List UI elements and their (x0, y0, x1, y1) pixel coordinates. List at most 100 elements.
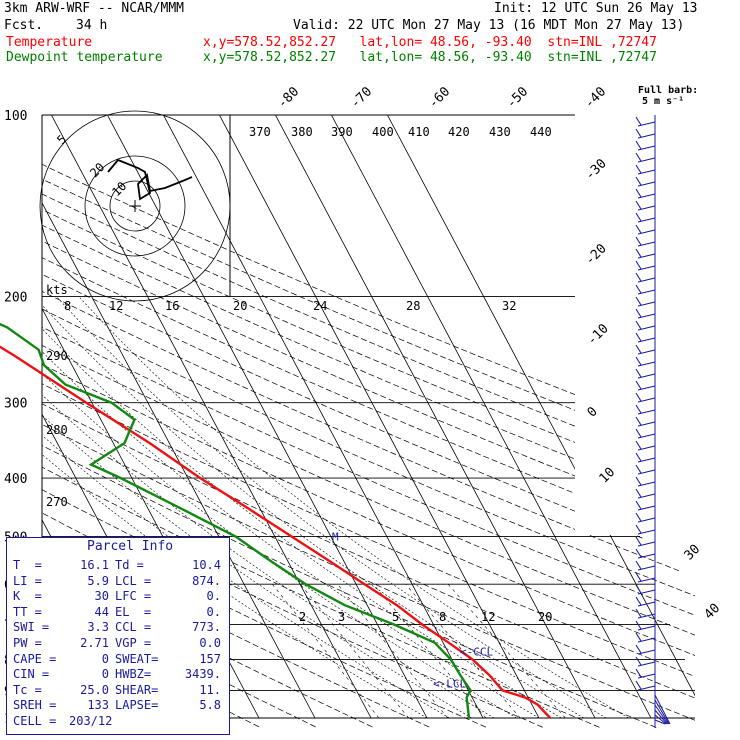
wind-barb (635, 668, 656, 679)
parcel-info-cell: 0 (101, 651, 109, 666)
parcel-info-cell: EL = (115, 604, 152, 619)
wind-barb (635, 188, 656, 199)
temperature-label: Temperature (6, 35, 93, 50)
isotherm-label-top: -70 (348, 84, 375, 111)
wind-barb (635, 476, 656, 487)
wind-barb (635, 488, 656, 499)
isotherm-label-right: 30 (682, 542, 704, 564)
isotherm-label-right: -20 (583, 241, 610, 268)
dry-adiabat (42, 115, 695, 728)
wind-barb (635, 524, 656, 535)
parcel-info-cell: 0. (206, 604, 221, 619)
parcel-info-title: Parcel Info (87, 539, 174, 554)
parcel-info-cell: 874. (192, 573, 221, 588)
isotherm-label-right: 10 (597, 465, 619, 487)
theta-e-label: 370 (249, 125, 271, 139)
wind-barb (635, 200, 656, 211)
forecast-hour: 34 h (76, 18, 108, 33)
hodograph-speed-label: 20 (233, 299, 247, 313)
theta-e-label: 400 (372, 125, 394, 139)
wind-barb (635, 128, 656, 139)
parcel-info-cell: 30 (94, 589, 109, 604)
wind-barb (654, 714, 667, 725)
header: 3km ARW-WRF -- NCAR/MMM Init: 12 UTC Sun… (0, 0, 740, 70)
parcel-info-cell: SREH = (13, 698, 57, 713)
wind-barb (635, 440, 656, 451)
hodograph-speed-label: 24 (313, 299, 327, 313)
parcel-info-box: Parcel Info T = 16.1 Td = 10.4 LI = 5.9 LCL = 8… (6, 537, 230, 735)
isotherm-line (51, 115, 372, 719)
mixing-ratio-line (300, 584, 409, 719)
parcel-info-cell: 11. (199, 682, 221, 697)
wind-barb (635, 248, 656, 259)
theta-label: 270 (46, 495, 68, 509)
dewpoint-profile (0, 322, 473, 719)
wind-barb (635, 560, 656, 571)
isotherm-line (275, 115, 596, 719)
wind-barb (635, 296, 656, 307)
wind-barb (654, 719, 666, 725)
mixing-ratio-line (337, 584, 449, 719)
hodograph-speed-label: 12 (109, 299, 123, 313)
dry-adiabat (42, 115, 665, 728)
wind-barb (635, 284, 656, 295)
parcel-info-cell: 5.9 (87, 573, 109, 588)
isotherm-label-top: -80 (275, 84, 302, 111)
isotherm-line (387, 115, 695, 719)
parcel-info-cell: 5.8 (199, 698, 221, 713)
parcel-info-cell: 3439. (184, 667, 221, 682)
sounding-profiles: <-CCL <-LCL M (0, 322, 552, 719)
wind-barb (635, 260, 656, 271)
wind-barb (635, 416, 656, 427)
parcel-info-cell: PW = (13, 636, 42, 650)
wind-barb (635, 512, 656, 523)
parcel-info-cell: 16.1 (80, 558, 109, 572)
hodograph-speed-label: 28 (406, 299, 420, 313)
wind-barb (635, 140, 656, 151)
wind-barb (654, 694, 671, 725)
isotherm-label-right: 0 (585, 404, 601, 420)
wind-barb (635, 608, 656, 619)
isotherm-label-top: -50 (504, 84, 531, 111)
wind-barb (635, 644, 656, 655)
isotherm-line (331, 115, 652, 719)
wind-barb (635, 152, 656, 163)
theta-e-label: 410 (408, 125, 430, 139)
temperature-profile (0, 345, 552, 719)
dry-adiabat (42, 115, 695, 728)
temperature-location: x,y=578.52,852.27 lat,lon= 48.56, -93.40… (203, 35, 657, 50)
parcel-info-cell: CAPE = (13, 651, 57, 666)
parcel-info-cell: SHEAR= (115, 682, 159, 697)
wind-barb (635, 380, 656, 391)
valid-time: Valid: 22 UTC Mon 27 May 13 (16 MDT Mon … (293, 18, 685, 33)
isotherm-label-right: 40 (702, 601, 724, 623)
parcel-info-cell: 133 (87, 698, 109, 713)
parcel-info-cell: TT = (13, 604, 42, 619)
parcel-info-cell: 10.4 (192, 558, 221, 572)
hodograph-kts-label: kts (46, 283, 68, 297)
hodograph-trace (107, 158, 193, 201)
parcel-info-cell: HWBZ= (115, 667, 152, 682)
wind-barb (635, 224, 656, 235)
wind-barb (635, 164, 656, 175)
parcel-info-cell: VGP = (115, 636, 152, 650)
parcel-info-cell: 203/12 (69, 714, 113, 728)
parcel-info-cell: 44 (94, 604, 109, 619)
wind-barb (654, 709, 668, 725)
barb-legend-units: 5 m s⁻¹ (642, 96, 684, 107)
wind-barb (635, 452, 656, 463)
wind-barb (635, 272, 656, 283)
model-title: 3km ARW-WRF -- NCAR/MMM (4, 1, 185, 16)
parcel-info-cell: CIN = (13, 667, 50, 682)
parcel-info-cell: 3.3 (87, 620, 109, 635)
lcl-marker: <-LCL (433, 678, 466, 691)
wind-barb (635, 464, 656, 475)
theta-label: 280 (46, 423, 68, 437)
parcel-info-cell: SWI = (13, 620, 50, 635)
parcel-info-cell: K = (13, 589, 42, 604)
wind-barb (635, 368, 656, 379)
wind-barb (635, 404, 656, 415)
isotherm-line (219, 115, 540, 719)
hodograph-speed-label: 16 (165, 299, 179, 313)
theta-e-label: 430 (489, 125, 511, 139)
